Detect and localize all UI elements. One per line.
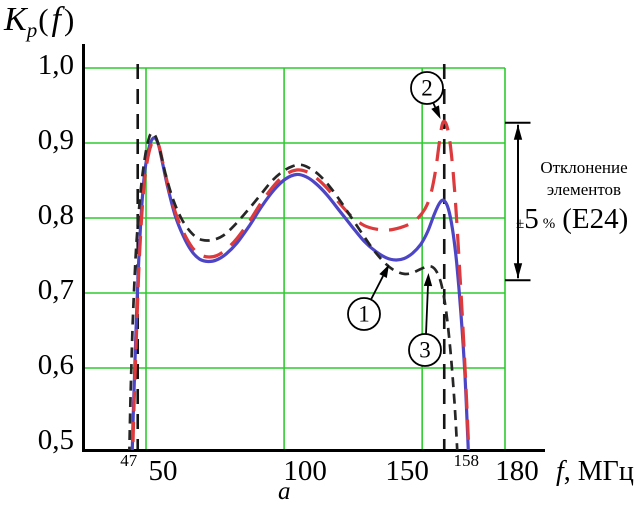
curves (128, 119, 471, 450)
plus-minus-sign: ± (516, 216, 525, 232)
y-axis-title: Kp(f) (4, 1, 74, 43)
x-tick-180: 180 (495, 455, 539, 487)
y-tick-1,0: 1,0 (37, 49, 74, 81)
percent-sign: % (542, 216, 556, 232)
y-tick-0,5: 0,5 (37, 424, 74, 456)
callout-label-1: 1 (358, 302, 370, 327)
marker-tick-158: 158 (453, 451, 479, 470)
callout-2: 2 (410, 71, 444, 119)
y-tick-0,7: 0,7 (37, 274, 74, 306)
title-symbol: K (4, 1, 27, 38)
x-tick-50: 50 (148, 455, 178, 487)
dashed-limit-lines (136, 64, 446, 450)
deviation-note-line2: элементов (546, 180, 622, 200)
e-series-code: (Е24) (562, 203, 629, 235)
callout-3: 3 (408, 273, 442, 367)
callout-label-3: 3 (419, 338, 431, 363)
deviation-percent-value: 5 (524, 203, 539, 235)
curve-3 (128, 131, 459, 450)
x-unit-text: , МГц (563, 456, 634, 487)
curve-2 (131, 119, 471, 450)
deviation-note-line1: Отклонение (540, 158, 628, 177)
deviation-value: ±5% (Е24) (516, 203, 628, 236)
subfigure-label: а (278, 478, 291, 505)
callout-1: 1 (347, 264, 389, 331)
curve-1 (130, 136, 470, 450)
callout-label-2: 2 (421, 76, 433, 101)
title-paren-close: ) (63, 2, 75, 37)
grid-lines (83, 67, 506, 450)
x-tick-100: 100 (283, 455, 327, 487)
title-paren-open: ( (38, 2, 49, 37)
y-tick-0,6: 0,6 (37, 349, 74, 381)
x-unit-symbol: f (556, 456, 564, 487)
title-subscript: p (26, 18, 38, 42)
x-tick-150: 150 (385, 455, 429, 487)
title-argument: f (51, 1, 61, 38)
deviation-arrow (505, 121, 531, 282)
deviation-note: Отклонение элементов (527, 157, 641, 201)
y-tick-0,8: 0,8 (37, 199, 74, 231)
x-axis-unit: f, МГц (556, 456, 634, 488)
axes (82, 44, 545, 452)
callouts: 2 1 3 (347, 71, 444, 367)
y-tick-0,9: 0,9 (37, 124, 74, 156)
marker-tick-47: 47 (120, 451, 138, 470)
